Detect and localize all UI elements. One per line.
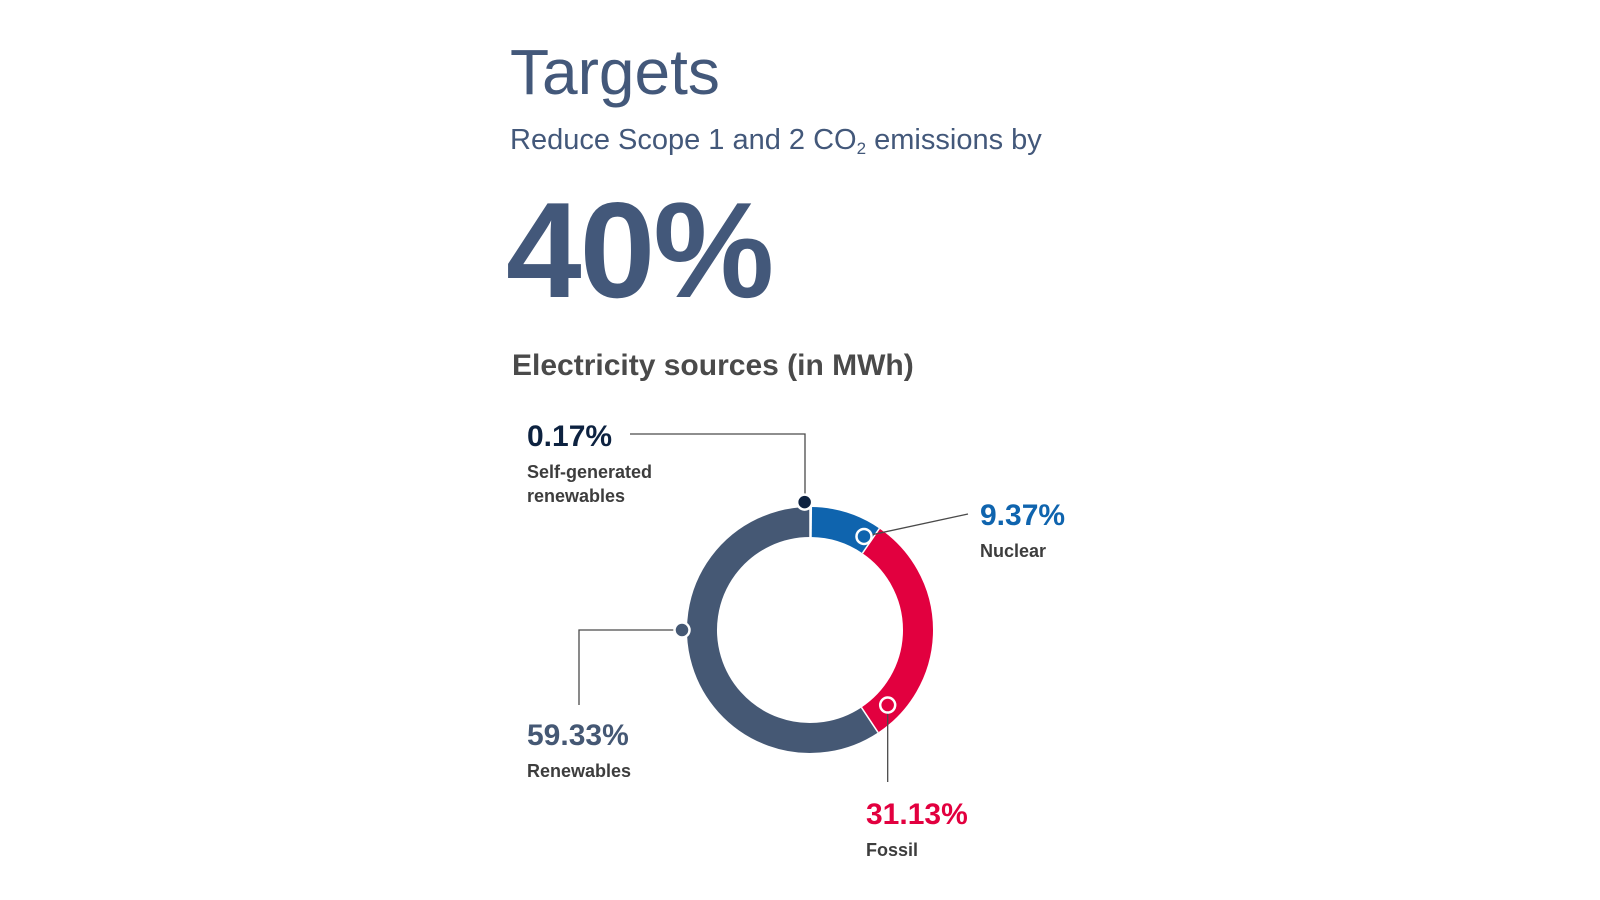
slice-name-label: Self-generated [527, 462, 652, 482]
slice-value-label: 9.37% [980, 499, 1065, 532]
slice-name-label: renewables [527, 486, 625, 506]
slice-name-label: Fossil [866, 840, 918, 860]
slice-name-label: Renewables [527, 761, 631, 781]
slice-value-label: 0.17% [527, 420, 612, 453]
slice-value-label: 59.33% [527, 719, 629, 752]
donut-slice [861, 528, 933, 733]
donut-slice [687, 507, 879, 753]
leader-line [578, 629, 682, 705]
slice-value-label: 31.13% [866, 798, 968, 831]
leader-line [630, 433, 806, 500]
leader-line [863, 513, 969, 538]
target-value: 40% [506, 174, 774, 326]
slice-marker [673, 621, 691, 639]
slice-name-label: Nuclear [980, 541, 1046, 561]
page-title: Targets [510, 36, 720, 108]
slice-marker [795, 493, 814, 511]
target-subtitle: Reduce Scope 1 and 2 CO2 emissions by [510, 122, 1042, 158]
slice-marker [855, 527, 873, 546]
slice-marker [878, 696, 897, 714]
subtitle-text: Reduce Scope 1 and 2 CO [510, 124, 857, 156]
slice-separator [860, 707, 879, 733]
subtitle-subscript: 2 [856, 139, 867, 158]
chart-title: Electricity sources (in MWh) [512, 349, 914, 382]
subtitle-text-end: emissions by [866, 124, 1042, 156]
